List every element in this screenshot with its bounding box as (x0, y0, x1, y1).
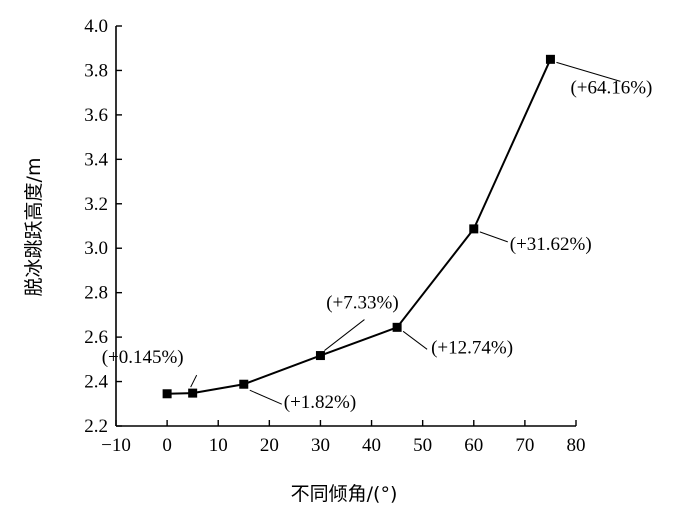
y-tick-label: 3.0 (84, 238, 108, 259)
annotation-label: (+1.82%) (284, 392, 356, 413)
data-point-marker (315, 351, 325, 361)
y-tick-label: 2.6 (84, 327, 108, 348)
y-tick-label: 2.8 (84, 283, 108, 304)
x-axis-label: 不同倾角/(°) (291, 483, 398, 505)
x-tick-label: 0 (162, 435, 172, 456)
x-tick-label: 30 (311, 435, 330, 456)
y-tick-label: 3.6 (84, 105, 108, 126)
y-tick-label: 2.4 (84, 372, 108, 393)
x-tick-label: 40 (362, 435, 381, 456)
data-point-marker (469, 224, 479, 234)
y-tick-label: 3.8 (84, 60, 108, 81)
annotation-leader-line (479, 231, 508, 243)
data-point-marker (162, 389, 172, 399)
series-group (162, 54, 555, 399)
x-tick-label: 70 (515, 435, 534, 456)
x-tick-label: 80 (567, 435, 586, 456)
y-tick-label: 4.0 (84, 16, 108, 37)
annotation-label: (+12.74%) (431, 337, 513, 358)
annotation-leader-line (402, 330, 428, 350)
x-tick-label: −10 (101, 435, 131, 456)
annotation-label: (+64.16%) (570, 77, 652, 98)
x-tick-label: 10 (209, 435, 228, 456)
y-tick-label: 3.4 (84, 149, 108, 170)
annotation-leader-line (249, 389, 282, 405)
axes (115, 26, 576, 427)
y-tick-label: 3.2 (84, 194, 108, 215)
annotation-leader-line (556, 61, 621, 82)
x-tick-label: 50 (413, 435, 432, 456)
annotation-leader-line (190, 374, 198, 388)
y-axis-ticks: 2.2 2.4 2.6 2.8 3.0 3.2 3.4 3.6 3.8 4.0 (84, 16, 122, 437)
annotation-label: (+0.145%) (102, 347, 184, 368)
data-point-marker (545, 54, 555, 64)
data-point-marker (239, 379, 249, 389)
y-tick-label: 2.2 (84, 416, 108, 437)
annotation-label: (+7.33%) (326, 293, 398, 314)
y-axis-label: 脱冰跳跃高度/m (23, 158, 45, 297)
annotations-group: (+0.145%) (+1.82%) (+7.33%) (+12.74%) (+31.6… (102, 61, 652, 413)
x-axis-ticks: −10 0 10 20 30 40 50 60 70 80 (101, 420, 586, 456)
data-point-marker (392, 322, 402, 332)
data-point-marker (188, 388, 198, 398)
x-tick-label: 20 (260, 435, 279, 456)
annotation-leader-line (324, 319, 365, 351)
annotation-label: (+31.62%) (510, 234, 592, 255)
x-tick-label: 60 (464, 435, 483, 456)
